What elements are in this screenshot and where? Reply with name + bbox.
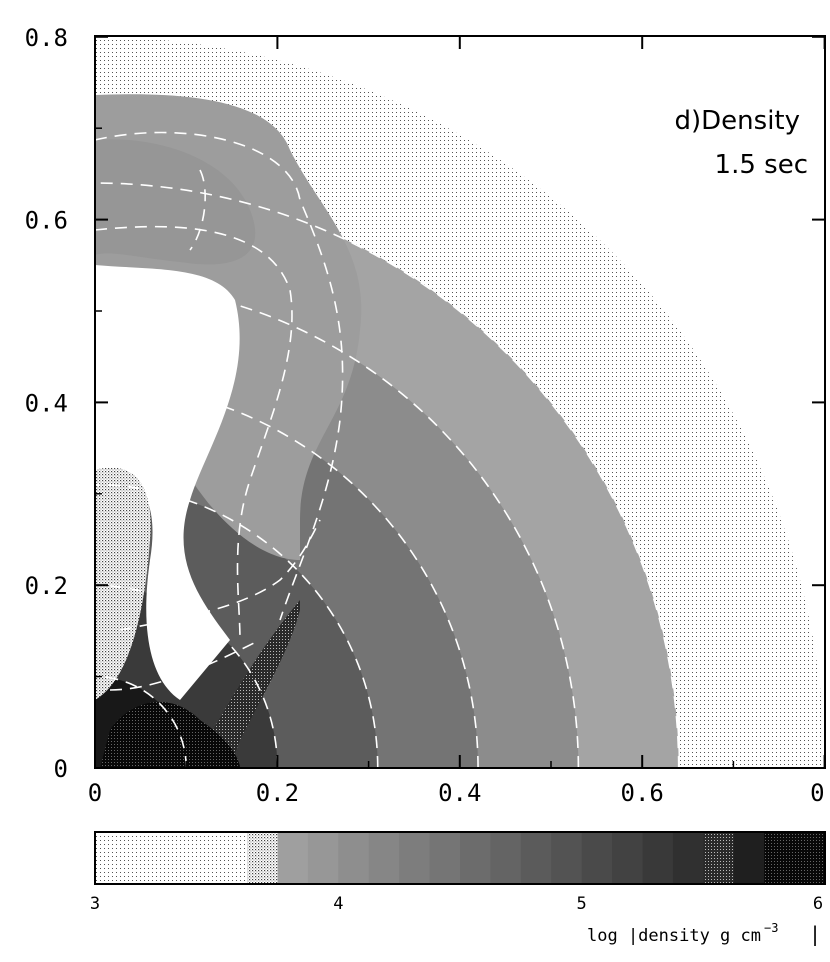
density-contours xyxy=(95,131,680,768)
y-tick-label: 0.4 xyxy=(25,389,68,417)
colorbar-tick-label: 3 xyxy=(90,894,100,914)
panel-annotation: d)Density 1.5 sec xyxy=(675,106,809,180)
plume-contour xyxy=(189,169,206,251)
colorbar-cell xyxy=(216,832,248,884)
colorbar: 3 4 5 6 log |density g cm −3 | xyxy=(90,831,826,946)
colorbar-unit-exponent: −3 xyxy=(764,921,778,935)
x-tick-label: 0 xyxy=(88,779,102,807)
y-tick-label: 0 xyxy=(54,755,68,783)
y-tick-label: 0.8 xyxy=(25,24,68,52)
plume-contour xyxy=(109,639,261,691)
colorbar-ticks: 3 4 5 6 xyxy=(90,894,823,914)
colorbar-cell xyxy=(642,832,674,884)
colorbar-cell xyxy=(764,832,796,884)
colorbar-tick-label: 6 xyxy=(813,894,823,914)
colorbar-cell xyxy=(703,832,735,884)
colorbar-cell xyxy=(581,832,613,884)
colorbar-cell xyxy=(460,832,491,884)
density-contour xyxy=(95,282,580,768)
colorbar-cell xyxy=(672,832,704,884)
colorbar-cell xyxy=(95,832,126,884)
y-tick-label: 0.2 xyxy=(25,572,68,600)
y-axis: 0 0.2 0.4 0.6 0.8 xyxy=(25,24,825,783)
colorbar-cell xyxy=(125,832,157,884)
colorbar-cell xyxy=(186,832,218,884)
density-contour xyxy=(95,584,279,768)
time-label: 1.5 sec xyxy=(715,150,808,180)
y-tick-label: 0.6 xyxy=(25,207,68,235)
colorbar-cell xyxy=(612,832,643,884)
colorbar-cell xyxy=(277,832,309,884)
x-axis: 0 0.2 0.4 0.6 0. xyxy=(88,36,830,807)
dense-core xyxy=(100,701,240,768)
x-tick-label: 0. xyxy=(810,779,830,807)
colorbar-cell xyxy=(429,832,461,884)
colorbar-cell xyxy=(247,832,278,884)
colorbar-cell xyxy=(368,832,400,884)
panel-label: d)Density xyxy=(675,106,801,136)
x-tick-label: 0.6 xyxy=(621,779,664,807)
colorbar-cells xyxy=(95,832,826,884)
colorbar-cell xyxy=(155,832,187,884)
colorbar-tick-label: 5 xyxy=(577,894,587,914)
colorbar-cell xyxy=(551,832,583,884)
dense-filament xyxy=(190,600,300,768)
colorbar-cell xyxy=(338,832,370,884)
density-contour xyxy=(95,675,187,768)
colorbar-cell xyxy=(399,832,431,884)
plot-area xyxy=(95,36,825,768)
density-contour xyxy=(95,483,379,768)
x-tick-label: 0.2 xyxy=(256,779,299,807)
colorbar-cell xyxy=(520,832,552,884)
inner-plume-structure xyxy=(95,94,362,768)
cavity-region xyxy=(95,265,240,700)
colorbar-tick-label: 4 xyxy=(333,894,343,914)
colorbar-cell xyxy=(307,832,339,884)
cavity-edge xyxy=(95,467,151,700)
colorbar-unit-label: log |density g cm xyxy=(587,926,761,946)
plume-contour xyxy=(95,131,344,621)
colorbar-cell xyxy=(794,832,826,884)
plume-contour xyxy=(119,519,321,631)
colorbar-frame xyxy=(94,831,826,885)
x-tick-label: 0.4 xyxy=(438,779,481,807)
colorbar-unit-bracket: | xyxy=(809,922,821,946)
density-contour xyxy=(95,383,479,768)
colorbar-cell xyxy=(733,832,765,884)
colorbar-cell xyxy=(490,832,522,884)
